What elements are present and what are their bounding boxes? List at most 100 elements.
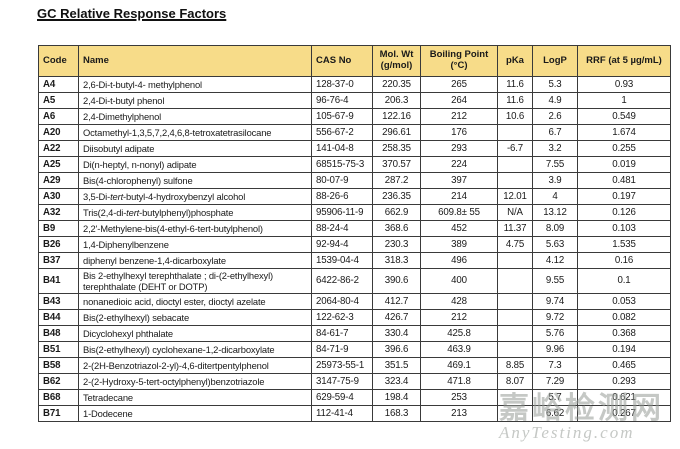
cell-code: B48 bbox=[38, 325, 79, 343]
cell-code: A6 bbox=[38, 108, 79, 125]
cell-pka: 11.6 bbox=[497, 76, 533, 93]
col-header-code: Code bbox=[38, 45, 79, 77]
cell-name: 2,6-Di-t-butyl-4- methylphenol bbox=[78, 76, 312, 93]
cell-cas: 80-07-9 bbox=[311, 172, 373, 189]
cell-pka: 11.37 bbox=[497, 220, 533, 237]
cell-logp: 3.9 bbox=[532, 172, 578, 189]
cell-code: A30 bbox=[38, 188, 79, 205]
cell-rrf: 0.103 bbox=[577, 220, 671, 237]
cell-cas: 88-24-4 bbox=[311, 220, 373, 237]
cell-pka: 8.85 bbox=[497, 357, 533, 375]
cell-logp: 5.63 bbox=[532, 236, 578, 253]
table-row-B43: B43 nonanedioic acid, dioctyl ester, dioc… bbox=[38, 293, 671, 311]
cell-cas: 2064-80-4 bbox=[311, 293, 373, 311]
table-row-B26: B26 1,4-Diphenylbenzene 92-94-4 230.3 389 4.7… bbox=[38, 236, 671, 253]
cell-bp: 469.1 bbox=[420, 357, 498, 375]
cell-logp: 2.6 bbox=[532, 108, 578, 125]
cell-mw: 390.6 bbox=[372, 267, 421, 295]
cell-name: 2,4-Dimethylphenol bbox=[78, 108, 312, 125]
cell-cas: 629-59-4 bbox=[311, 389, 373, 407]
page-title: GC Relative Response Factors bbox=[37, 6, 227, 21]
cell-mw: 426.7 bbox=[372, 309, 421, 327]
cell-name: 1-Dodecene bbox=[78, 405, 312, 423]
cell-logp: 13.12 bbox=[532, 204, 578, 221]
cell-bp: 428 bbox=[420, 293, 498, 311]
cell-rrf: 0.549 bbox=[577, 108, 671, 125]
cell-rrf: 0.368 bbox=[577, 325, 671, 343]
cell-logp: 9.74 bbox=[532, 293, 578, 311]
cell-pka: -6.7 bbox=[497, 140, 533, 157]
col-header-mw: Mol. Wt (g/mol) bbox=[372, 45, 421, 77]
cell-mw: 662.9 bbox=[372, 204, 421, 221]
cell-code: A4 bbox=[38, 76, 79, 93]
cell-name: 2-(2H-Benzotriazol-2-yl)-4,6-ditertpenty… bbox=[78, 357, 312, 375]
cell-mw: 370.57 bbox=[372, 156, 421, 173]
cell-mw: 220.35 bbox=[372, 76, 421, 93]
table-row-A6: A6 2,4-Dimethylphenol 105-67-9 122.16 212 10.… bbox=[38, 108, 671, 125]
cell-bp: 425.8 bbox=[420, 325, 498, 343]
cell-name: Bis 2-ethylhexyl terephthalate ; di-(2-e… bbox=[78, 267, 312, 295]
cell-pka bbox=[497, 172, 533, 189]
cell-mw: 330.4 bbox=[372, 325, 421, 343]
cell-bp: 609.8± 55 bbox=[420, 204, 498, 221]
cell-name: Bis(4-chlorophenyl) sulfone bbox=[78, 172, 312, 189]
cell-name: 3,5-Di-tert-butyl-4-hydroxybenzyl alcoho… bbox=[78, 188, 312, 205]
cell-name: diphenyl benzene-1,4-dicarboxylate bbox=[78, 252, 312, 269]
cell-rrf: 0.126 bbox=[577, 204, 671, 221]
cell-pka bbox=[497, 252, 533, 269]
cell-mw: 412.7 bbox=[372, 293, 421, 311]
cell-code: A5 bbox=[38, 92, 79, 109]
table-row-B51: B51 Bis(2-ethylhexyl) cyclohexane-1,2-dic… bbox=[38, 341, 671, 359]
cell-bp: 400 bbox=[420, 267, 498, 295]
table-row-A32: A32 Tris(2,4-di-tert-butylphenyl)phosphat… bbox=[38, 204, 671, 221]
cell-name: 1,4-Diphenylbenzene bbox=[78, 236, 312, 253]
col-header-name: Name bbox=[78, 45, 312, 77]
gc-rrf-table: Code Name CAS No Mol. Wt (g/mol) Boiling Poi… bbox=[38, 45, 671, 423]
cell-cas: 96-76-4 bbox=[311, 92, 373, 109]
cell-code: B51 bbox=[38, 341, 79, 359]
cell-code: B37 bbox=[38, 252, 79, 269]
cell-logp: 8.09 bbox=[532, 220, 578, 237]
table-row-B41: B41 Bis 2-ethylhexyl terephthalate ; di-(… bbox=[38, 267, 671, 295]
cell-mw: 318.3 bbox=[372, 252, 421, 269]
cell-rrf: 0.293 bbox=[577, 373, 671, 391]
cell-bp: 496 bbox=[420, 252, 498, 269]
cell-pka bbox=[497, 156, 533, 173]
cell-bp: 213 bbox=[420, 405, 498, 423]
cell-name: Octamethyl-1,3,5,7,2,4,6,8-tetroxatetras… bbox=[78, 124, 312, 141]
cell-code: A22 bbox=[38, 140, 79, 157]
table-body: A4 2,6-Di-t-butyl-4- methylphenol 128-37-0… bbox=[38, 76, 671, 423]
cell-rrf: 0.197 bbox=[577, 188, 671, 205]
cell-rrf: 1.674 bbox=[577, 124, 671, 141]
cell-logp: 9.55 bbox=[532, 267, 578, 295]
table-row-B62: B62 2-(2-Hydroxy-5-tert-octylphenyl)benzo… bbox=[38, 373, 671, 391]
cell-pka bbox=[497, 405, 533, 423]
cell-pka bbox=[497, 389, 533, 407]
cell-rrf: 0.465 bbox=[577, 357, 671, 375]
cell-bp: 264 bbox=[420, 92, 498, 109]
col-header-logp: LogP bbox=[532, 45, 578, 77]
cell-pka: N/A bbox=[497, 204, 533, 221]
cell-pka: 12.01 bbox=[497, 188, 533, 205]
cell-logp: 4 bbox=[532, 188, 578, 205]
table-row-A25: A25 Di(n-heptyl, n-nonyl) adipate 68515-75… bbox=[38, 156, 671, 173]
cell-mw: 206.3 bbox=[372, 92, 421, 109]
cell-code: B9 bbox=[38, 220, 79, 237]
cell-mw: 122.16 bbox=[372, 108, 421, 125]
table-row-B37: B37 diphenyl benzene-1,4-dicarboxylate 153… bbox=[38, 252, 671, 269]
cell-bp: 265 bbox=[420, 76, 498, 93]
table-row-B68: B68 Tetradecane 629-59-4 198.4 253 5.7 0.621 bbox=[38, 389, 671, 407]
cell-code: B71 bbox=[38, 405, 79, 423]
cell-logp: 5.76 bbox=[532, 325, 578, 343]
cell-logp: 5.7 bbox=[532, 389, 578, 407]
cell-code: B26 bbox=[38, 236, 79, 253]
cell-pka bbox=[497, 341, 533, 359]
cell-pka bbox=[497, 309, 533, 327]
cell-rrf: 1.535 bbox=[577, 236, 671, 253]
cell-cas: 6422-86-2 bbox=[311, 267, 373, 295]
cell-bp: 224 bbox=[420, 156, 498, 173]
col-header-rrf: RRF (at 5 µg/mL) bbox=[577, 45, 671, 77]
cell-name: Tris(2,4-di-tert-butylphenyl)phosphate bbox=[78, 204, 312, 221]
cell-pka: 8.07 bbox=[497, 373, 533, 391]
cell-rrf: 0.255 bbox=[577, 140, 671, 157]
